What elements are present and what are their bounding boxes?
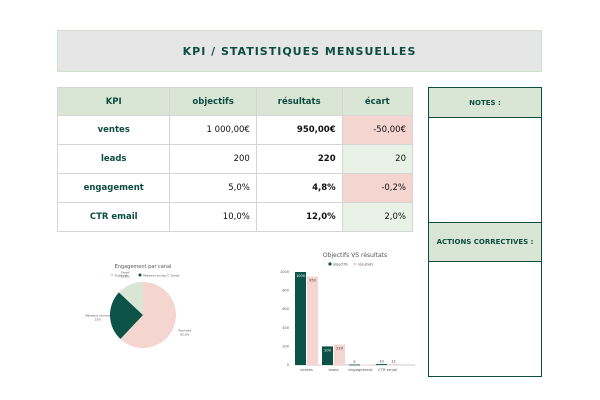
ecart-value: 20: [341, 144, 414, 174]
header-ecart: écart: [341, 87, 414, 116]
bar-value-label: 200: [324, 348, 331, 352]
objectif-value: 5,0%: [169, 173, 257, 203]
kpi-table: KPI objectifs résultats écart ventes 1 0…: [56, 87, 414, 232]
resultat-value: 4,8%: [255, 173, 343, 203]
x-tick-label: leads: [328, 367, 338, 372]
y-tick-label: 400: [282, 326, 289, 330]
legend-label: objectifs: [333, 263, 348, 267]
table-row: leads 200 220 20: [56, 144, 414, 174]
y-tick-label: 0: [287, 363, 289, 367]
y-tick-label: 600: [282, 307, 289, 311]
table-row: CTR email 10,0% 12,0% 2,0%: [56, 202, 414, 232]
pie-slice: [118, 282, 143, 315]
bar-resultats: [361, 364, 372, 366]
x-tick-label: engagement: [348, 367, 373, 372]
bar-title: Objectifs VS résultats: [323, 252, 387, 259]
resultat-value: 220: [255, 144, 343, 174]
bar-value-label: 10: [379, 360, 383, 364]
kpi-name: CTR email: [56, 202, 171, 232]
slice-label: Publicité 62,0%: [178, 329, 191, 337]
kpi-name: engagement: [56, 173, 171, 203]
bar-resultats: [334, 344, 345, 365]
legend-marker: [353, 262, 357, 266]
bar-objectifs: [322, 346, 333, 365]
pie-slice: [120, 282, 176, 348]
bar-value-label: 5: [353, 360, 355, 364]
legend-marker: [138, 273, 142, 277]
header-resultats: résultats: [255, 87, 343, 116]
legend-label: résultats: [358, 263, 373, 267]
header-objectifs: objectifs: [169, 87, 257, 116]
resultat-value: 12,0%: [255, 202, 343, 232]
legend-marker: [166, 273, 170, 277]
bar-objectifs: [376, 364, 387, 365]
slice-label: Email 13,0%: [120, 271, 130, 279]
pie-title: Engagement par canal: [115, 264, 172, 270]
bar-chart: Objectifs VS résultats objectifs résultats…: [280, 252, 415, 372]
notes-panel: NOTES : ACTIONS CORRECTIVES :: [428, 87, 542, 377]
bar-objectifs: [349, 364, 360, 366]
bar-objectifs: [295, 272, 306, 365]
y-tick-label: 800: [282, 289, 289, 293]
header-kpi: KPI: [56, 87, 171, 116]
objectif-value: 200: [169, 144, 257, 174]
kpi-name: leads: [56, 144, 171, 174]
y-tick-label: 1000: [280, 270, 289, 274]
ecart-value: -50,00€: [341, 115, 414, 145]
resultat-value: 950,00€: [255, 115, 343, 145]
actions-title: ACTIONS CORRECTIVES :: [429, 222, 541, 262]
pie-chart: Engagement par canal Publicité Réseaux soc…: [85, 264, 191, 348]
table-row: ventes 1 000,00€ 950,00€ -50,00€: [56, 115, 414, 145]
bar-resultats: [307, 276, 318, 365]
legend-label: Publicité: [115, 274, 128, 278]
bar-value-label: 12: [391, 359, 395, 363]
ecart-value: -0,2%: [341, 173, 414, 203]
legend-label: Réseaux sociaux: [143, 274, 168, 278]
bar-value-label: 220: [336, 347, 343, 351]
y-tick-label: 200: [282, 344, 289, 348]
legend-marker: [328, 262, 332, 266]
legend-label: Email: [171, 274, 179, 278]
pie-slice: [110, 292, 143, 340]
notes-area[interactable]: [429, 118, 541, 222]
objectif-value: 1 000,00€: [169, 115, 257, 145]
bar-resultats: [388, 363, 399, 365]
bar-value-label: 1000: [296, 274, 305, 278]
x-tick-label: ventes: [300, 367, 313, 372]
ecart-value: 2,0%: [341, 202, 414, 232]
legend-marker: [110, 273, 114, 277]
kpi-name: ventes: [56, 115, 171, 145]
table-row: engagement 5,0% 4,8% -0,2%: [56, 173, 414, 203]
objectif-value: 10,0%: [169, 202, 257, 232]
page-title: KPI / STATISTIQUES MENSUELLES: [57, 30, 542, 72]
notes-title: NOTES :: [429, 88, 541, 118]
x-tick-label: CTR email: [378, 367, 397, 372]
slice-label: Réseaux sociaux 25%: [85, 313, 110, 321]
bar-value-label: 950: [309, 279, 316, 283]
